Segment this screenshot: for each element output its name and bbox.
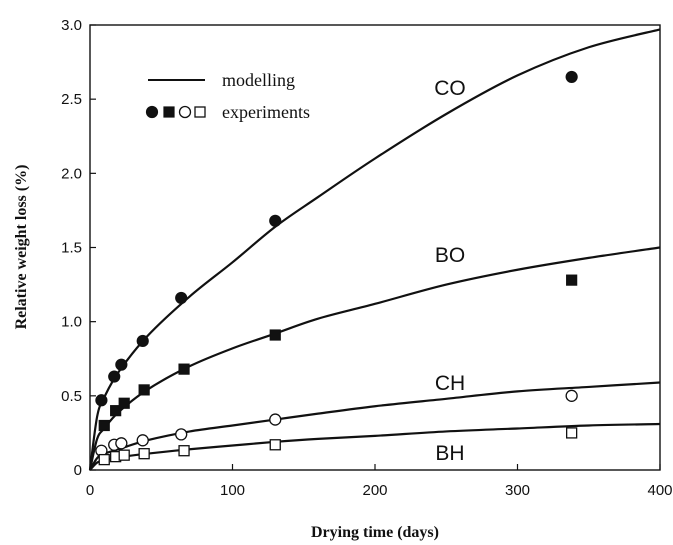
bh-experiment-point <box>566 427 578 439</box>
legend: modelling experiments <box>145 70 310 122</box>
co-modelling-curve <box>88 28 661 471</box>
co-experiment-point <box>136 334 149 348</box>
x-tick-label: 200 <box>362 482 387 499</box>
x-tick-label: 400 <box>647 482 672 499</box>
ch-legend-marker <box>178 105 192 119</box>
bo-experiment-point <box>110 405 122 417</box>
modelling-curves <box>88 28 661 471</box>
y-axis-title: Relative weight loss (%) <box>13 165 30 330</box>
bh-experiment-point <box>178 445 190 457</box>
co-curve-label: CO <box>434 77 466 100</box>
bh-legend-marker <box>194 106 206 118</box>
y-tick-label: 0.5 <box>61 388 82 405</box>
bo-experiment-point <box>98 419 110 432</box>
x-tick-label: 300 <box>505 482 530 499</box>
y-tick-label: 0 <box>74 462 82 479</box>
ch-curve-label: CH <box>435 372 465 395</box>
curve-labels: CO BO CH BH <box>434 77 466 465</box>
bh-experiment-point <box>98 453 110 466</box>
bo-experiment-point <box>178 363 190 375</box>
co-experiment-point <box>115 358 128 371</box>
co-experiment-point <box>108 370 121 383</box>
x-axis-ticks: 0 100 200 300 400 <box>86 464 673 499</box>
y-tick-label: 2.5 <box>61 91 82 108</box>
co-legend-marker <box>145 105 159 119</box>
x-tick-label: 100 <box>220 482 245 499</box>
bh-experiment-point <box>138 448 150 460</box>
x-tick-label: 0 <box>86 482 94 499</box>
ch-experiment-point <box>269 413 282 426</box>
bo-curve-label: BO <box>435 244 465 267</box>
legend-experiments-label: experiments <box>222 102 310 122</box>
y-tick-label: 1.0 <box>61 314 82 331</box>
y-axis-ticks: 0 0.5 1.0 1.5 2.0 2.5 3.0 <box>61 17 96 479</box>
plot-frame <box>89 24 661 471</box>
y-tick-label: 2.0 <box>61 165 82 182</box>
bo-experiment-point <box>138 384 150 396</box>
ch-experiment-point <box>565 389 578 402</box>
legend-marker-symbols <box>145 105 206 119</box>
ch-experiment-point <box>136 434 149 447</box>
co-experiment-point <box>175 291 188 305</box>
bh-experiment-point <box>118 449 130 461</box>
bo-experiment-point <box>118 397 130 409</box>
bh-curve-label: BH <box>435 442 464 465</box>
ch-experiment-point <box>115 437 128 450</box>
co-experiment-point <box>565 70 578 84</box>
bo-experiment-point <box>269 329 281 341</box>
bo-experiment-point <box>566 274 578 286</box>
co-experiment-point <box>95 394 108 407</box>
y-tick-label: 1.5 <box>61 240 82 257</box>
bo-legend-marker <box>163 106 175 118</box>
experiment-points <box>95 70 578 466</box>
bh-experiment-point <box>269 439 281 451</box>
x-axis-title: Drying time (days) <box>311 524 439 541</box>
co-experiment-point <box>269 214 282 227</box>
legend-modelling-label: modelling <box>222 70 295 90</box>
y-tick-label: 3.0 <box>61 17 82 34</box>
ch-experiment-point <box>175 428 188 441</box>
